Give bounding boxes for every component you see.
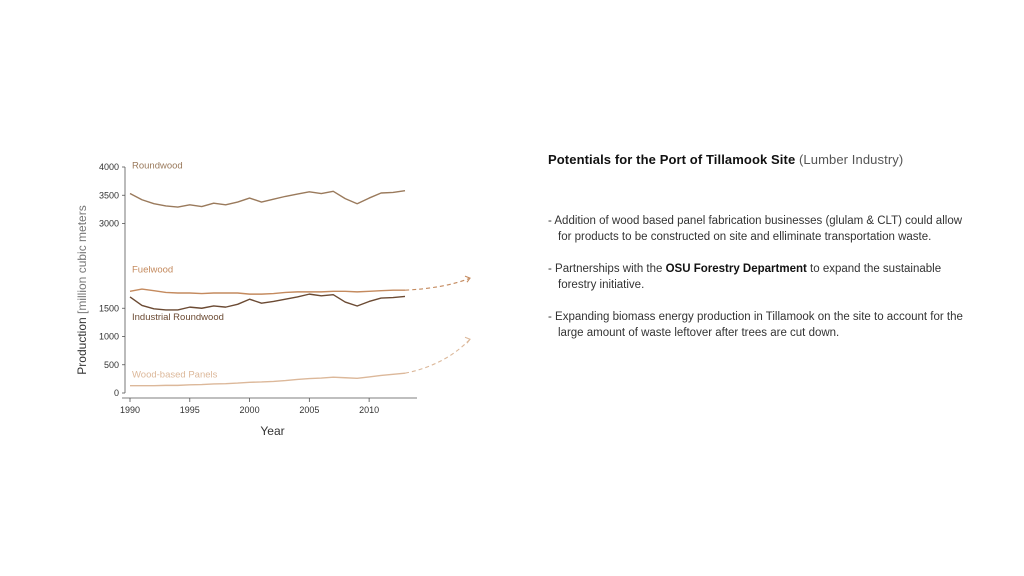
- heading-subtitle: (Lumber Industry): [795, 152, 904, 167]
- fuelwood-line: [129, 288, 405, 295]
- y-axis-title-main: Production: [75, 317, 89, 374]
- y-axis-title-unit: [million cubic meters: [75, 205, 89, 314]
- bullet-partnerships-pre: - Partnerships with the: [548, 263, 666, 275]
- x-axis-title: Year: [260, 424, 284, 438]
- y-tick-label: 500: [104, 360, 119, 370]
- wood-based-panels-label: Wood-based Panels: [132, 370, 218, 381]
- y-tick-label: 3500: [99, 190, 119, 200]
- x-tick-label: 1990: [120, 405, 140, 415]
- fuelwood-projection-arrow: [464, 275, 471, 283]
- roundwood-label: Roundwood: [132, 161, 183, 172]
- heading-title: Potentials for the Port of Tillamook Sit…: [548, 152, 796, 167]
- bullet-partnerships: - Partnerships with the OSU Forestry Dep…: [548, 261, 968, 293]
- series-lines: [129, 190, 471, 387]
- y-tick-label: 1000: [99, 332, 119, 342]
- panel-heading: Potentials for the Port of Tillamook Sit…: [548, 152, 968, 167]
- x-tick-label: 2010: [359, 405, 379, 415]
- y-tick-label: 3000: [99, 219, 119, 229]
- osu-forestry-highlight: OSU Forestry Department: [665, 263, 807, 275]
- y-axis: 0 500 1000 1500 3000 3500 4000: [99, 162, 126, 398]
- roundwood-line: [129, 190, 406, 208]
- y-tick-label: 1500: [99, 303, 119, 313]
- x-tick-label: 2000: [240, 405, 260, 415]
- industrial-roundwood-label: Industrial Roundwood: [132, 312, 224, 323]
- text-panel: Potentials for the Port of Tillamook Sit…: [548, 152, 968, 357]
- series-labels: Roundwood Fuelwood Industrial Roundwood Woo…: [132, 161, 224, 381]
- bullet-panel-fabrication: - Addition of wood based panel fabricati…: [548, 215, 963, 243]
- wood-based-panels-line: [130, 372, 406, 387]
- x-tick-label: 1995: [180, 405, 200, 415]
- y-tick-label: 4000: [99, 162, 119, 172]
- y-tick-label: 0: [114, 388, 119, 398]
- fuelwood-label: Fuelwood: [132, 264, 173, 275]
- industrial-roundwood-line: [129, 293, 406, 311]
- production-chart: 0 500 1000 1500 3000 3500 4000 1990 1995 2000 200…: [60, 150, 500, 450]
- x-tick-label: 2005: [299, 405, 319, 415]
- fuelwood-projection: [404, 277, 471, 291]
- bullet-biomass: - Expanding biomass energy production in…: [548, 311, 963, 339]
- wood-based-panels-projection-arrow: [464, 336, 471, 344]
- line-chart-svg: 0 500 1000 1500 3000 3500 4000 1990 1995 2000 200…: [75, 161, 471, 438]
- wood-based-panels-projection: [404, 338, 471, 374]
- x-axis: 1990 1995 2000 2005 2010: [120, 397, 417, 415]
- bullet-partnerships-post: to expand the sustainable forestry initi…: [558, 263, 942, 291]
- y-axis-title: Production [million cubic meters: [75, 205, 89, 374]
